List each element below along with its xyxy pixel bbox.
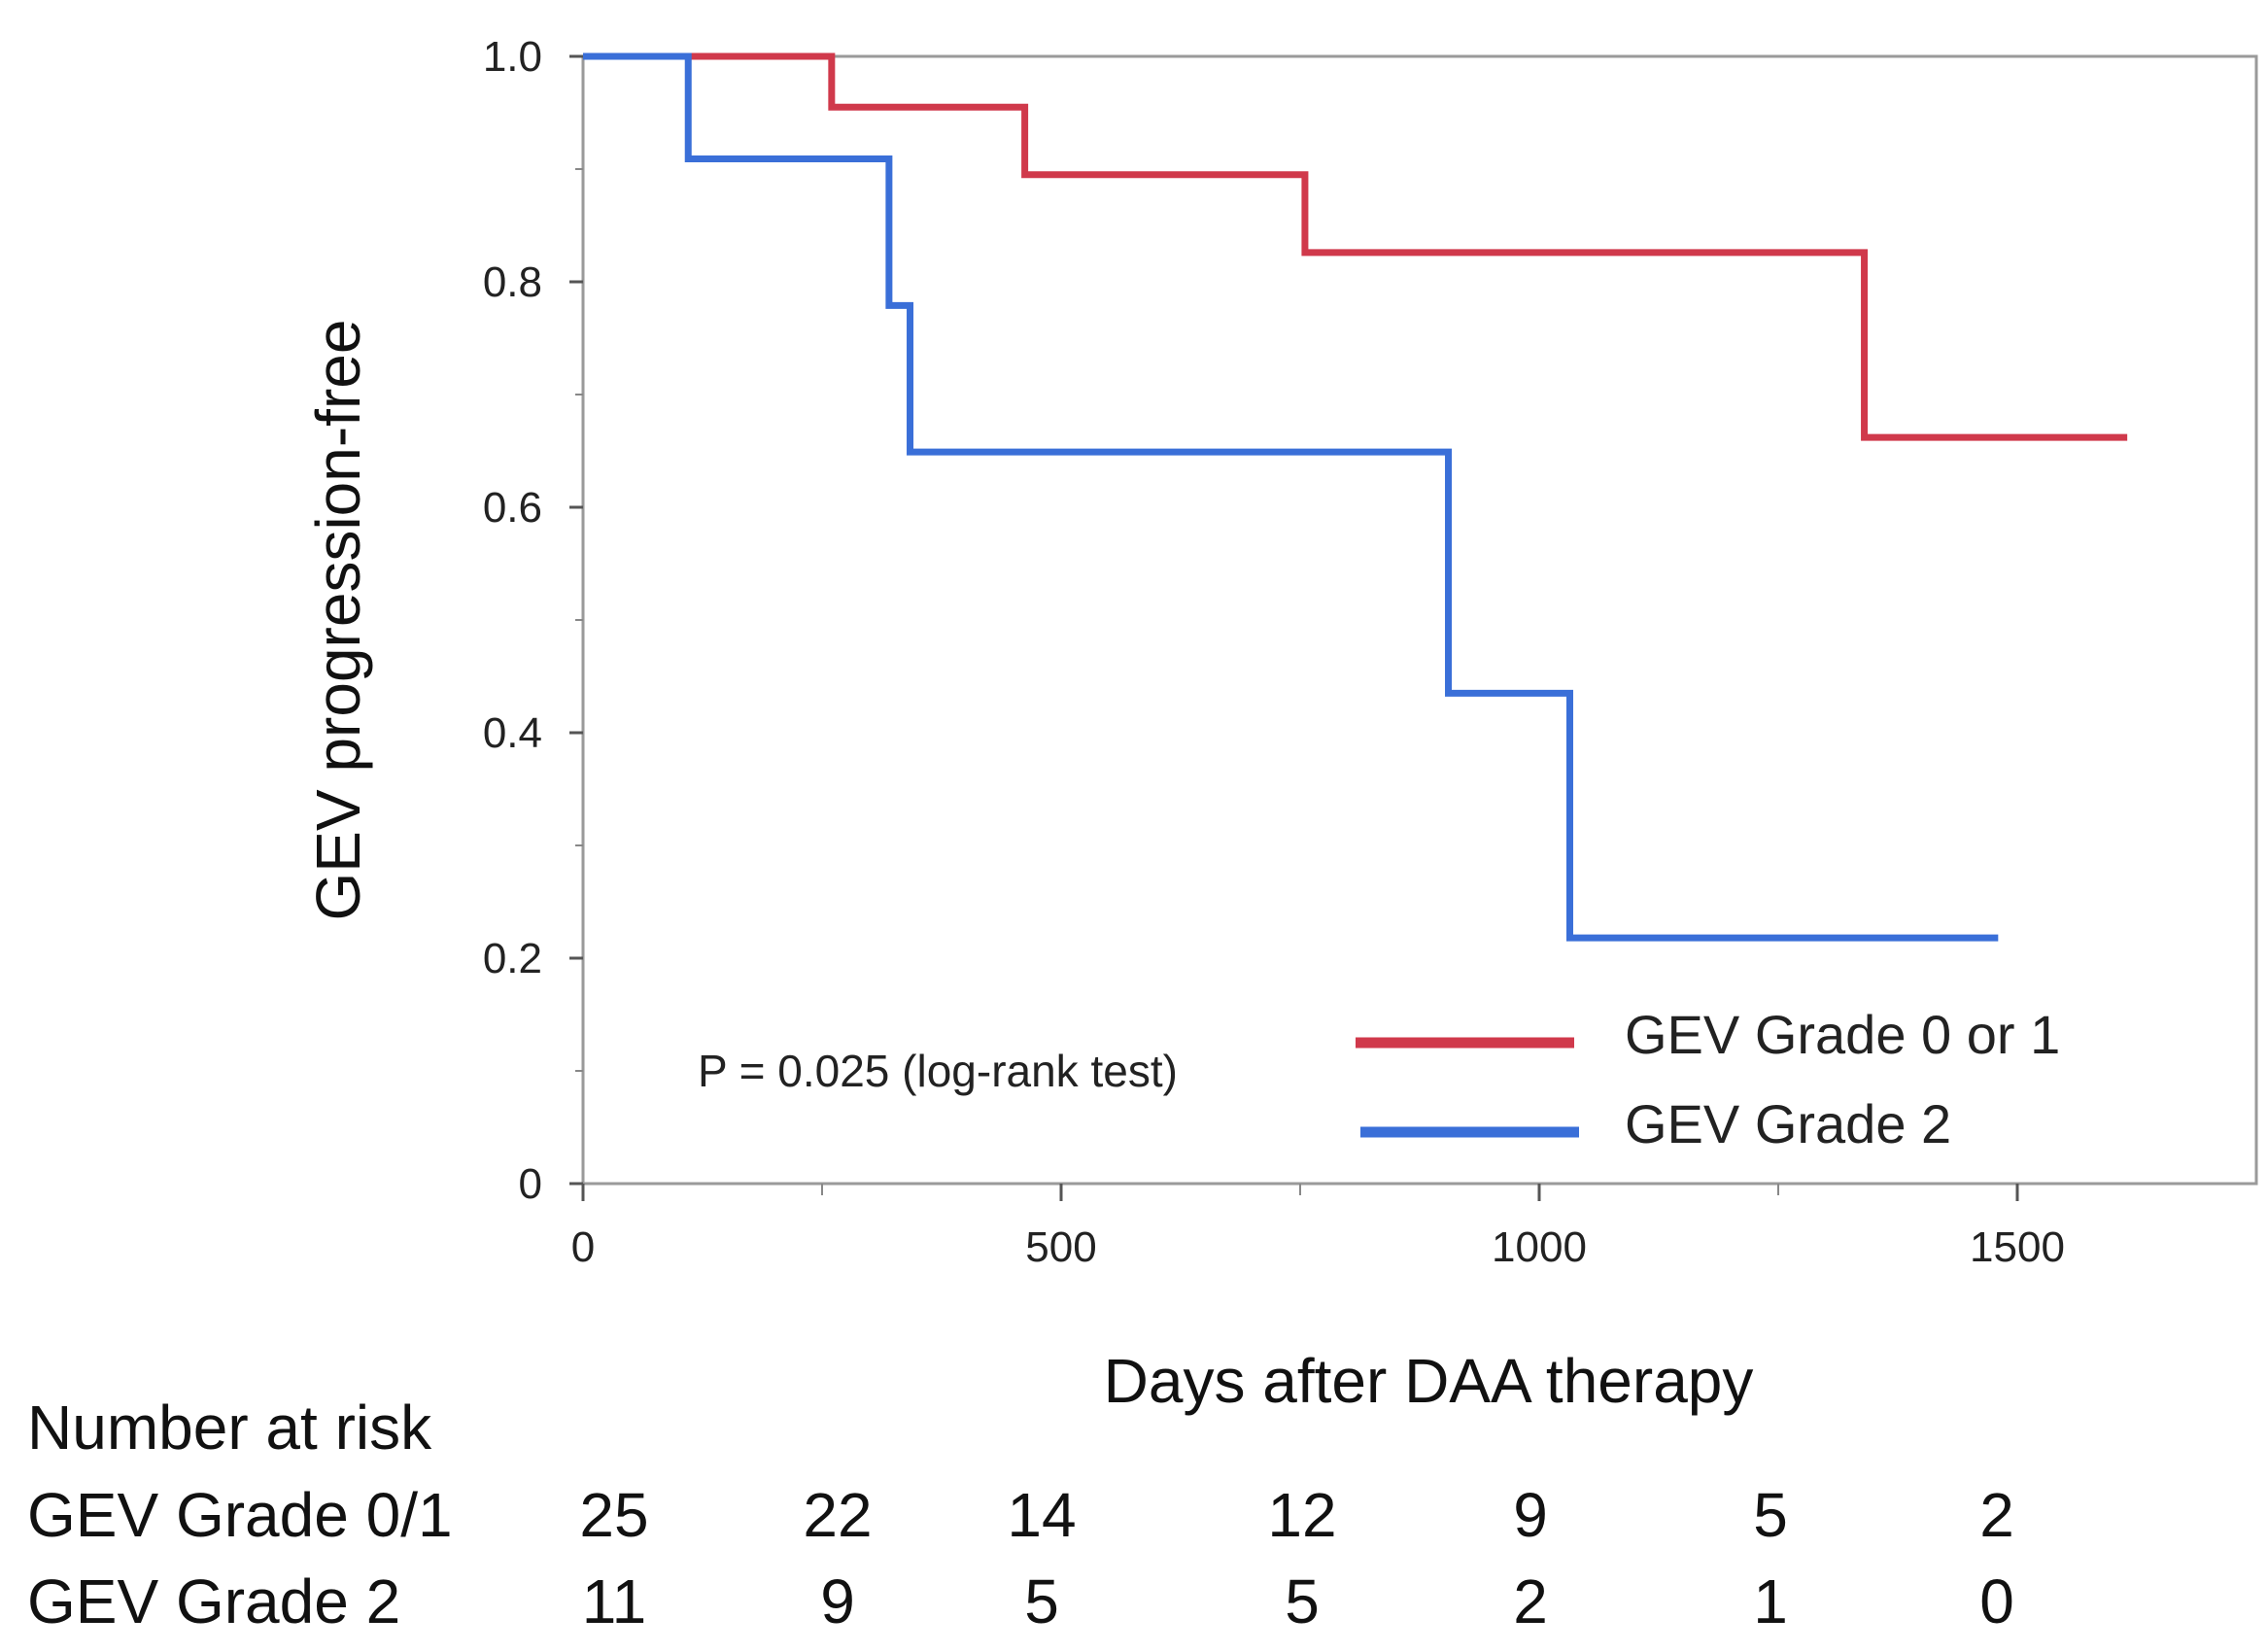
risk-value: 9: [820, 1566, 855, 1636]
risk-value: 12: [1267, 1480, 1336, 1550]
legend-label-grade-0-1: GEV Grade 0 or 1: [1625, 1004, 2060, 1065]
legend: GEV Grade 0 or 1 GEV Grade 2: [1356, 1004, 2060, 1154]
risk-value: 1: [1753, 1566, 1788, 1636]
risk-table-title: Number at risk: [27, 1393, 432, 1463]
series-line-grade-0-1: [583, 52, 2128, 441]
risk-value: 9: [1513, 1480, 1548, 1550]
x-tick-label: 0: [571, 1223, 595, 1271]
series-layer: [583, 52, 2128, 942]
risk-value: 25: [579, 1480, 648, 1550]
risk-row-label: GEV Grade 2: [27, 1566, 400, 1636]
y-tick-label: 0.8: [483, 258, 542, 306]
risk-value: 11: [582, 1566, 646, 1636]
y-tick-label: 1.0: [483, 33, 542, 81]
y-axis-title: GEV progression-free: [303, 320, 373, 921]
y-tick-label: 0.6: [483, 484, 542, 532]
y-tick-label: 0.4: [483, 709, 542, 757]
risk-value: 5: [1285, 1566, 1320, 1636]
x-tick-label: 1500: [1970, 1223, 2065, 1271]
risk-value: 0: [1979, 1566, 2014, 1636]
risk-row-label: GEV Grade 0/1: [27, 1480, 453, 1550]
legend-label-grade-2: GEV Grade 2: [1625, 1093, 1951, 1154]
risk-value: 2: [1513, 1566, 1548, 1636]
x-axis-title: Days after DAA therapy: [1104, 1346, 1754, 1416]
risk-table: Number at risk GEV Grade 0/1 GEV Grade 2…: [27, 1393, 2014, 1636]
risk-value: 14: [1007, 1480, 1076, 1550]
x-axis: 0 500 1000 1500: [571, 1184, 2065, 1271]
risk-values: 25 22 14 12 9 5 2 11 9 5 5 2 1 0: [579, 1480, 2013, 1636]
y-axis: 0 0.2 0.4 0.6 0.8 1.0: [483, 33, 583, 1208]
y-tick-label: 0: [519, 1160, 542, 1208]
x-tick-label: 500: [1025, 1223, 1096, 1271]
risk-value: 2: [1979, 1480, 2014, 1550]
x-tick-label: 1000: [1492, 1223, 1587, 1271]
risk-value: 5: [1753, 1480, 1788, 1550]
series-line-grade-2: [583, 52, 1999, 942]
pvalue-annotation: P = 0.025 (log-rank test): [698, 1046, 1178, 1096]
y-tick-label: 0.2: [483, 935, 542, 982]
risk-value: 5: [1024, 1566, 1059, 1636]
risk-value: 22: [803, 1480, 872, 1550]
